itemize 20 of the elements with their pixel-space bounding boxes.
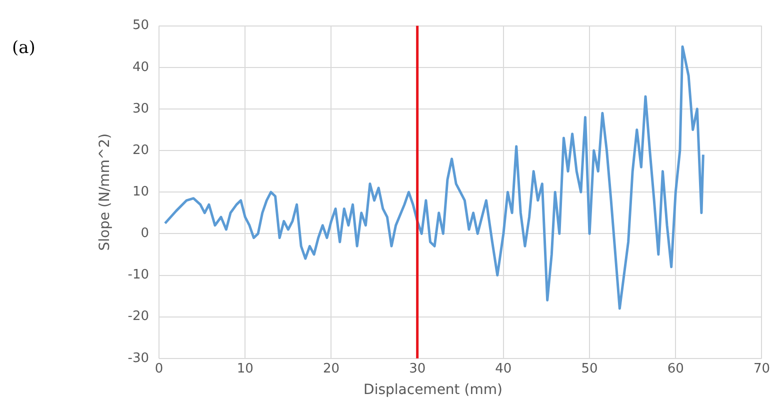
- x-tick-label: 10: [236, 362, 254, 377]
- y-tick-label: 0: [140, 226, 150, 242]
- y-tick-label: 20: [132, 142, 150, 158]
- x-tick-label: 30: [409, 362, 426, 377]
- y-tick-label: -30: [128, 350, 150, 366]
- y-tick-label: 10: [132, 184, 150, 200]
- y-tick-label: 50: [132, 18, 150, 34]
- text: (a): [12, 38, 36, 58]
- x-tick-label: 20: [322, 362, 340, 377]
- x-tick-label: 70: [753, 362, 770, 377]
- y-axis-title: Slope (N/mm^2): [97, 133, 114, 251]
- x-tick-label: 50: [581, 362, 598, 377]
- y-tick-label: -20: [128, 309, 150, 324]
- y-tick-label: 30: [132, 101, 150, 116]
- x-tick-label: 0: [154, 362, 164, 377]
- x-tick-label: 40: [495, 362, 512, 377]
- x-tick-label: 60: [667, 362, 684, 377]
- x-axis-title: Displacement (mm): [362, 382, 504, 398]
- y-tick-label: -10: [128, 268, 150, 283]
- y-tick-label: 40: [132, 60, 150, 75]
